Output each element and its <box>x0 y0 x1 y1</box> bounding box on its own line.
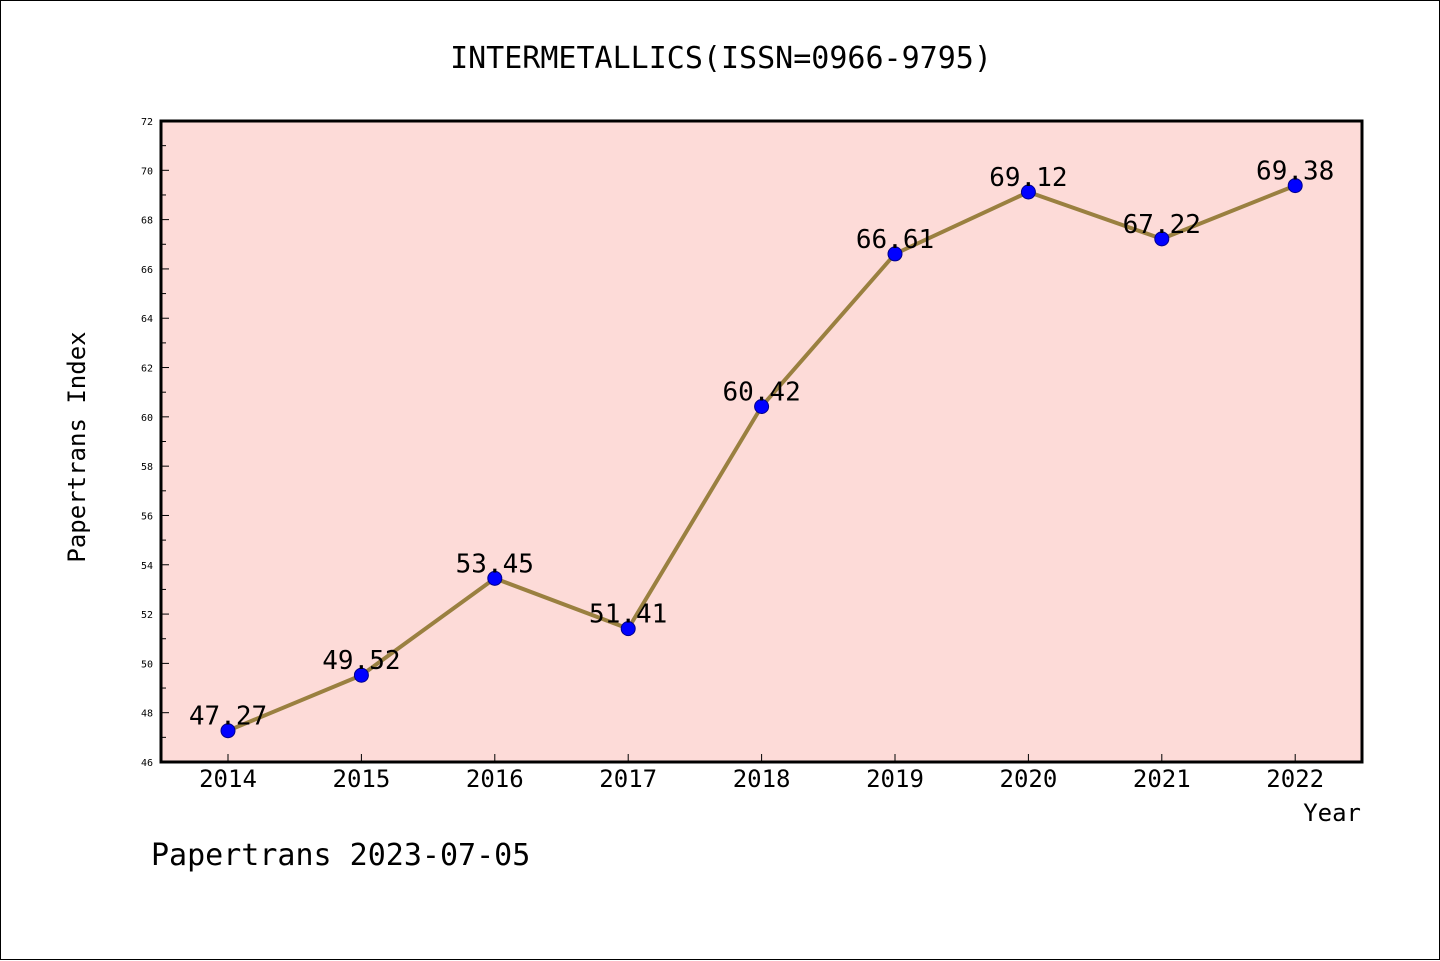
data-label: 67.22 <box>1123 210 1201 240</box>
y-tick-label: 60 <box>141 413 153 424</box>
data-point <box>487 570 503 586</box>
y-tick-label: 46 <box>141 758 153 769</box>
plot-area <box>159 119 1364 764</box>
data-label: 69.38 <box>1256 157 1334 187</box>
y-tick-label: 68 <box>141 216 153 227</box>
data-point <box>1287 178 1303 194</box>
chart-title: INTERMETALLICS(ISSN=0966-9795) <box>450 41 992 76</box>
data-label: 53.45 <box>456 549 534 579</box>
footer-text: Papertrans 2023-07-05 <box>151 838 530 873</box>
data-label: 49.52 <box>322 646 400 676</box>
x-tick-label: 2017 <box>599 765 657 793</box>
x-tick-label: 2014 <box>199 765 257 793</box>
y-tick-label: 72 <box>141 117 153 128</box>
x-axis: 2014 2015 2016 2017 2018 2019 2020 2021 2022 <box>199 754 1324 793</box>
y-axis: 46 48 50 52 54 56 58 60 62 64 66 68 70 72 <box>141 117 169 769</box>
y-tick-label: 48 <box>141 709 153 720</box>
x-tick-label: 2015 <box>333 765 391 793</box>
data-label: 69.12 <box>989 163 1067 193</box>
data-point <box>353 667 369 683</box>
x-tick-label: 2021 <box>1133 765 1191 793</box>
data-point <box>887 246 903 262</box>
y-tick-label: 70 <box>141 166 153 177</box>
y-tick-label: 66 <box>141 265 153 276</box>
y-tick-label: 62 <box>141 364 153 375</box>
data-label: 66.61 <box>856 225 934 255</box>
y-axis-label: Papertrans Index <box>63 331 91 562</box>
data-point <box>1020 184 1036 200</box>
y-tick-label: 54 <box>141 561 153 572</box>
y-tick-label: 56 <box>141 511 153 522</box>
x-tick-label: 2016 <box>466 765 524 793</box>
y-tick-label: 50 <box>141 659 153 670</box>
data-points <box>220 178 1303 739</box>
y-tick-label: 64 <box>141 314 153 325</box>
y-tick-label: 52 <box>141 610 153 621</box>
x-tick-label: 2019 <box>866 765 924 793</box>
x-tick-label: 2018 <box>733 765 791 793</box>
data-labels: 47.27 49.52 53.45 51.41 60.42 66.61 69.12 67.22… <box>189 157 1334 732</box>
y-tick-label: 58 <box>141 462 153 473</box>
x-tick-label: 2020 <box>1000 765 1058 793</box>
data-point <box>620 621 636 637</box>
data-label: 60.42 <box>722 377 800 407</box>
x-axis-label: Year <box>1303 799 1361 827</box>
data-label: 51.41 <box>589 600 667 630</box>
data-point <box>220 723 236 739</box>
data-point <box>754 398 770 414</box>
data-label: 47.27 <box>189 702 267 732</box>
data-point <box>1154 231 1170 247</box>
x-tick-label: 2022 <box>1266 765 1324 793</box>
